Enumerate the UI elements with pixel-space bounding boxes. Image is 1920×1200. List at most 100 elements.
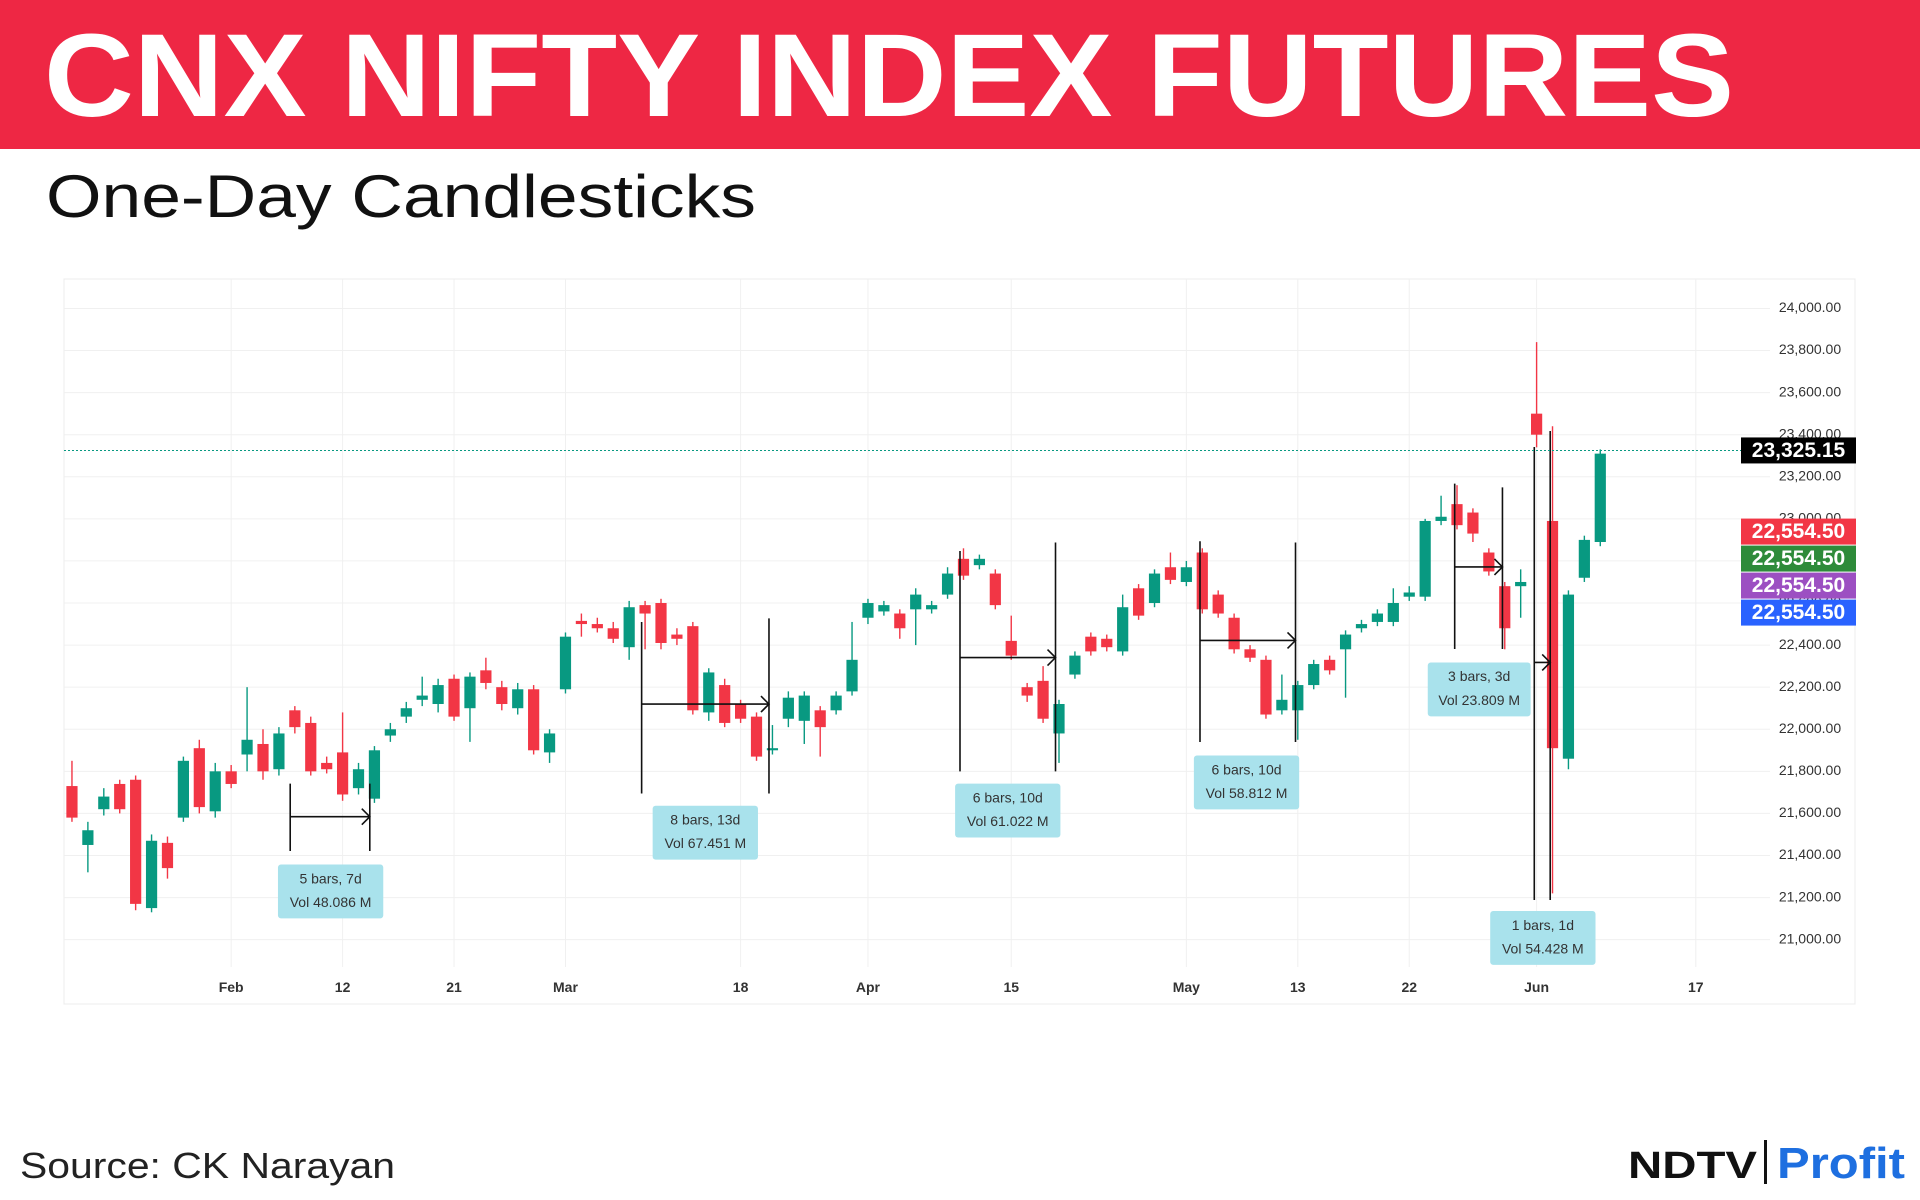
candle-body: [1276, 699, 1288, 711]
x-tick-label: 18: [733, 979, 749, 995]
candle-body: [177, 760, 189, 818]
candle-body: [1244, 649, 1256, 658]
candle-body: [703, 672, 715, 713]
candle-body: [1467, 512, 1479, 534]
candle-body: [957, 558, 970, 576]
candle-body: [1578, 539, 1590, 578]
y-tick-label: 23,200.00: [1779, 467, 1841, 483]
candle-body: [1499, 586, 1511, 629]
candle-body: [798, 695, 810, 721]
candle-body: [989, 573, 1001, 606]
y-tick-label: 21,200.00: [1779, 888, 1841, 904]
candle-body: [655, 603, 667, 643]
candle-body: [878, 605, 890, 612]
measure-text: Vol 67.451 M: [664, 835, 746, 851]
price-tag: [1741, 545, 1856, 572]
x-tick-label: 22: [1401, 979, 1417, 995]
y-tick-label: 22,200.00: [1779, 678, 1841, 694]
x-tick-label: May: [1173, 979, 1200, 995]
measure-text: 6 bars, 10d: [973, 789, 1043, 805]
y-tick-label: 21,800.00: [1779, 762, 1841, 778]
y-tick-label: 21,000.00: [1779, 930, 1841, 946]
candle-body: [766, 748, 779, 751]
candle-body: [161, 842, 174, 869]
candle-body: [368, 750, 381, 799]
measure-box: [1193, 755, 1300, 810]
candle-body: [591, 624, 603, 629]
x-tick-label: 12: [335, 979, 351, 995]
measure-box: [652, 805, 758, 860]
candle-body: [687, 626, 699, 711]
candle-body: [830, 695, 842, 711]
measure-text: Vol 58.812 M: [1206, 785, 1288, 801]
candle-body: [782, 697, 794, 719]
candle-body: [1037, 680, 1049, 719]
candle-body: [464, 676, 476, 709]
measure-arrow-head: [1493, 558, 1504, 576]
candle-body: [416, 695, 428, 700]
candle-body: [1435, 516, 1447, 521]
price-tag-label: 22,554.50: [1752, 601, 1845, 624]
title: CNX NIFTY INDEX FUTURES: [44, 10, 1734, 142]
last-price-label: 23,325.15: [1752, 439, 1846, 462]
candle-body: [1164, 567, 1177, 580]
candle-body: [575, 620, 587, 625]
candle-body: [1515, 581, 1527, 587]
measure-text: 3 bars, 3d: [1448, 668, 1510, 684]
logo-brand: NDTV: [1628, 1145, 1758, 1187]
candle-body: [273, 733, 285, 770]
last-price-tag: [1741, 437, 1856, 464]
measure-text: Vol 48.086 M: [290, 894, 372, 910]
candle-body: [862, 603, 874, 618]
measure-arrow-head: [1046, 648, 1057, 667]
candle-body: [448, 678, 460, 717]
candle-body: [1005, 640, 1017, 656]
candle-body: [543, 733, 556, 753]
candle-body: [1308, 664, 1320, 686]
candle-body: [241, 739, 253, 755]
candle-body: [1371, 613, 1383, 622]
y-tick-label: 21,400.00: [1779, 846, 1841, 862]
candle-body: [1403, 592, 1415, 597]
candle-body: [1594, 453, 1606, 542]
candle-body: [352, 769, 365, 789]
candle-body: [1069, 655, 1081, 675]
candle-body: [496, 687, 508, 705]
candle-body: [1133, 588, 1145, 616]
candle-body: [1546, 520, 1559, 749]
y-tick-label: 22,400.00: [1779, 636, 1841, 652]
measure-text: Vol 54.428 M: [1502, 941, 1584, 957]
candle-body: [1196, 552, 1208, 610]
candle-body: [209, 771, 221, 812]
candle-body: [512, 689, 524, 709]
y-tick-label: 23,800.00: [1779, 341, 1841, 357]
source: Source: CK Narayan: [20, 1145, 395, 1186]
x-tick-label: 13: [1290, 979, 1306, 995]
candle-body: [1483, 552, 1495, 572]
measure-arrow-head: [361, 808, 371, 826]
candle-body: [1451, 504, 1463, 526]
candle-body: [528, 689, 540, 751]
candle-body: [1292, 685, 1304, 711]
price-tag-label: 22,554.50: [1752, 547, 1845, 570]
measure-arrow-head: [760, 695, 771, 713]
candle-body: [623, 607, 635, 648]
candle-body: [1324, 659, 1336, 671]
y-tick-label: 22,000.00: [1779, 720, 1841, 736]
candle-body: [1355, 624, 1368, 629]
candle-body: [98, 796, 110, 810]
candle-body: [894, 613, 906, 629]
candle-body: [941, 573, 954, 595]
x-tick-label: Jun: [1524, 979, 1549, 995]
candle-body: [639, 605, 651, 614]
candle-body: [1260, 659, 1272, 715]
candle-body: [671, 634, 683, 639]
measure-arrow-head: [1286, 631, 1297, 649]
price-tag-label: 22,554.50: [1752, 574, 1845, 597]
measure-box: [955, 783, 1061, 838]
price-tag-label: 22,554.50: [1752, 520, 1845, 543]
x-tick-label: Mar: [553, 979, 578, 995]
candle-body: [750, 716, 763, 757]
measure-text: 6 bars, 10d: [1211, 761, 1281, 777]
